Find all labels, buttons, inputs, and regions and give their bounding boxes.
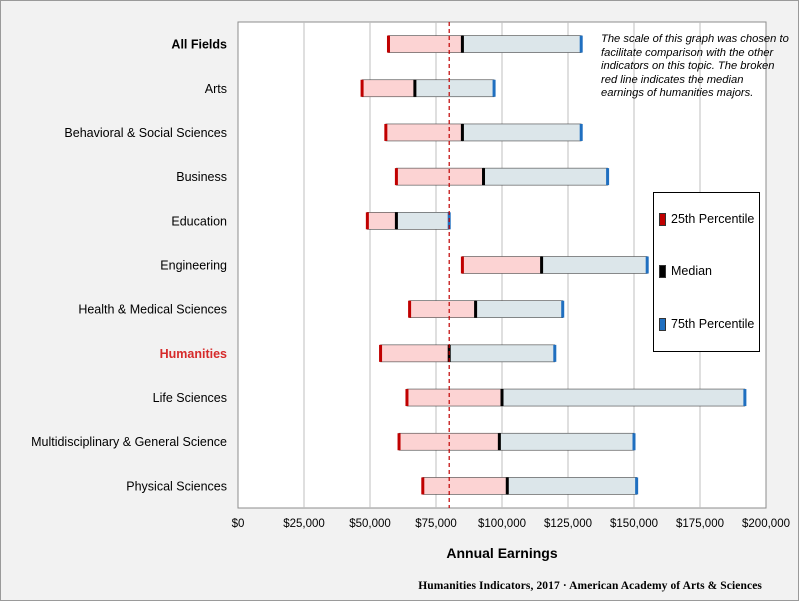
bar-upper-business: [483, 167, 608, 186]
category-label-behavioral-social-sciences: Behavioral & Social Sciences: [64, 126, 227, 140]
bar-upper-health-medical-sciences: [475, 300, 564, 318]
legend-label-25th-percentile: 25th Percentile: [671, 212, 755, 226]
category-label-health-medical-sciences: Health & Medical Sciences: [78, 303, 227, 317]
marker-median-education: [394, 212, 398, 230]
bar-lower-education: [367, 212, 397, 230]
x-tick-label-7: $175,000: [676, 518, 724, 530]
x-tick-label-0: $0: [232, 518, 245, 530]
category-label-all-fields: All Fields: [171, 38, 227, 52]
x-tick-label-4: $100,000: [478, 518, 526, 530]
marker-75th-engineering: [645, 256, 649, 274]
legend-item-25th-percentile: 25th Percentile: [659, 212, 754, 226]
marker-25th-multidisciplinary-general-science: [397, 433, 401, 451]
x-tick-label-8: $200,000: [742, 518, 790, 530]
x-tick-label-3: $75,000: [415, 518, 457, 530]
bar-lower-business: [396, 167, 484, 186]
bar-upper-all-fields: [462, 35, 582, 53]
category-label-engineering: Engineering: [160, 259, 227, 273]
marker-median-physical-sciences: [505, 477, 509, 495]
bar-lower-health-medical-sciences: [409, 300, 476, 318]
x-tick-label-5: $125,000: [544, 518, 592, 530]
marker-median-health-medical-sciences: [474, 300, 478, 318]
marker-25th-life-sciences: [405, 389, 409, 407]
bar-upper-humanities: [448, 344, 556, 363]
bar-upper-life-sciences: [501, 388, 746, 407]
marker-25th-behavioral-social-sciences: [384, 123, 388, 141]
marker-median-arts: [413, 79, 417, 97]
x-tick-labels: $0 $25,000 $50,000 $75,000 $100,000 $125,000 $…: [232, 518, 790, 530]
marker-median-business: [482, 168, 486, 186]
marker-25th-engineering: [460, 256, 464, 274]
marker-25th-education: [365, 212, 369, 230]
chart-note: The scale of this graph was chosen to fa…: [601, 33, 789, 99]
legend: 25th Percentile Median 75th Percentile: [653, 192, 760, 352]
marker-median-engineering: [540, 256, 544, 274]
bar-lower-arts: [361, 79, 416, 98]
x-tick-label-1: $25,000: [283, 518, 325, 530]
marker-median-all-fields: [460, 35, 464, 53]
category-label-physical-sciences: Physical Sciences: [126, 479, 227, 493]
legend-label-median: Median: [671, 264, 712, 278]
bars: [360, 35, 747, 495]
x-axis-title: Annual Earnings: [446, 545, 557, 561]
bar-upper-engineering: [541, 256, 648, 274]
category-label-arts: Arts: [205, 82, 227, 96]
bar-upper-multidisciplinary-general-science: [499, 432, 635, 451]
footer-credit: Humanities Indicators, 2017 · American A…: [418, 580, 762, 592]
category-label-multidisciplinary-general-science: Multidisciplinary & General Science: [31, 435, 227, 449]
marker-25th-arts: [360, 79, 364, 97]
x-tick-label-2: $50,000: [349, 518, 391, 530]
bar-lower-physical-sciences: [422, 477, 508, 495]
bar-lower-humanities: [380, 344, 450, 363]
marker-median-life-sciences: [500, 389, 504, 407]
marker-25th-humanities: [379, 344, 383, 362]
category-label-humanities: Humanities: [160, 347, 227, 361]
marker-75th-life-sciences: [743, 389, 747, 407]
category-labels: All Fields Arts Behavioral & Social Scienc…: [31, 38, 227, 494]
bar-lower-engineering: [462, 256, 542, 274]
category-label-business: Business: [176, 170, 227, 184]
bar-upper-education: [396, 212, 450, 230]
legend-item-median: Median: [659, 264, 712, 278]
legend-swatch-75th-percentile: [659, 317, 666, 331]
x-tick-label-6: $150,000: [610, 518, 658, 530]
marker-75th-multidisciplinary-general-science: [632, 433, 636, 451]
bar-lower-behavioral-social-sciences: [385, 123, 463, 142]
category-label-life-sciences: Life Sciences: [153, 391, 227, 405]
marker-25th-health-medical-sciences: [408, 300, 412, 318]
marker-75th-arts: [492, 79, 496, 97]
marker-25th-business: [394, 168, 398, 186]
marker-median-behavioral-social-sciences: [460, 123, 464, 141]
category-label-education: Education: [171, 214, 227, 228]
legend-swatch-25th-percentile: [659, 212, 666, 226]
legend-label-75th-percentile: 75th Percentile: [671, 317, 755, 331]
marker-75th-business: [606, 168, 610, 186]
legend-swatch-median: [659, 264, 666, 278]
marker-25th-physical-sciences: [421, 477, 425, 495]
marker-25th-all-fields: [386, 35, 390, 53]
marker-75th-health-medical-sciences: [561, 300, 565, 318]
marker-75th-physical-sciences: [635, 477, 639, 495]
marker-median-multidisciplinary-general-science: [497, 433, 501, 451]
marker-75th-all-fields: [579, 35, 583, 53]
bar-lower-life-sciences: [406, 388, 503, 407]
marker-75th-humanities: [553, 344, 557, 362]
bar-upper-physical-sciences: [506, 477, 637, 495]
marker-75th-behavioral-social-sciences: [579, 123, 583, 141]
bar-upper-behavioral-social-sciences: [462, 123, 582, 142]
legend-item-75th-percentile: 75th Percentile: [659, 317, 754, 331]
bar-upper-arts: [414, 79, 495, 98]
bar-lower-all-fields: [388, 35, 463, 53]
